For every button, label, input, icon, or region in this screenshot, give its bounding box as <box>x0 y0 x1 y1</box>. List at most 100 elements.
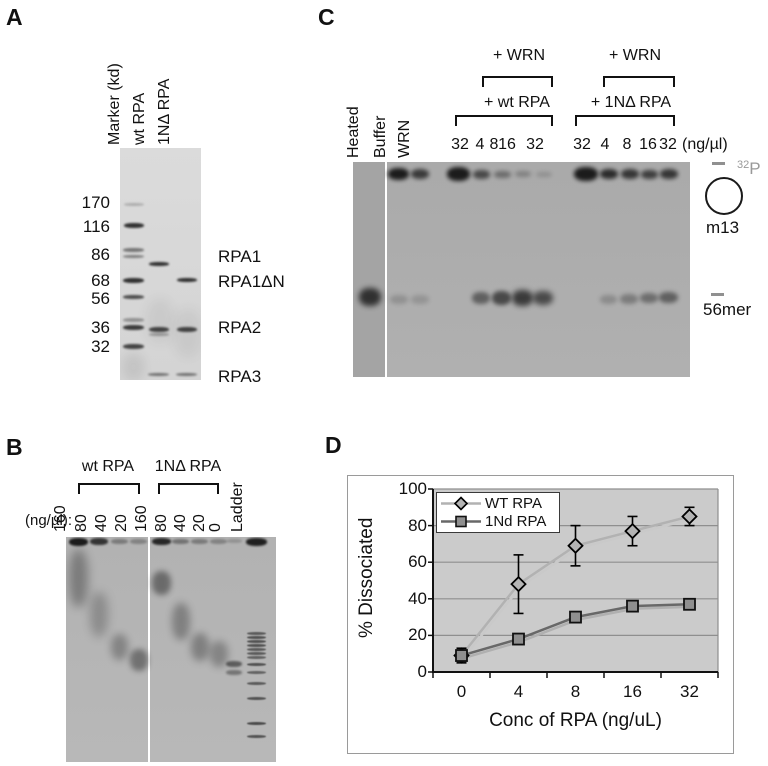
gel-band <box>130 649 148 671</box>
gel-band <box>149 327 169 332</box>
y-tick-label: 40 <box>408 588 427 608</box>
lane-label: 20 <box>113 514 130 532</box>
gel-band <box>152 538 171 545</box>
heated-lane-strip <box>353 162 385 377</box>
bracket-1nd-rpa-group2 <box>575 115 675 126</box>
gel-band <box>191 633 209 661</box>
m13-circle-icon <box>705 177 743 215</box>
marker-diamond <box>510 575 527 593</box>
lane-label: 40 <box>172 514 189 532</box>
gel-band <box>600 169 618 179</box>
gel-band <box>90 592 108 637</box>
gel-band <box>177 278 197 282</box>
panel-c-letter: C <box>318 4 335 30</box>
lane-label: 160 <box>133 505 150 532</box>
band-label: RPA1 <box>218 247 262 266</box>
m13-position-dash <box>712 162 725 165</box>
gel-band <box>247 722 266 725</box>
gel-band <box>210 539 227 544</box>
lane-label: 80 <box>153 514 170 532</box>
p32-letter: P <box>749 159 761 178</box>
gel-band <box>111 539 128 544</box>
gel-band <box>411 169 429 179</box>
y-tick-label: 100 <box>398 479 427 498</box>
concentration-value: 32 <box>526 136 544 153</box>
band-label: RPA1ΔN <box>218 272 285 291</box>
legend-marker-diamond <box>441 496 481 511</box>
concentration-value: 32 <box>573 136 591 153</box>
marker-square <box>512 632 525 646</box>
y-tick-label: 20 <box>408 625 427 645</box>
lane-label: Ladder <box>229 482 246 532</box>
gel-band <box>388 168 409 180</box>
y-tick-label: 80 <box>408 515 427 535</box>
lane-label: 20 <box>191 514 208 532</box>
mw-label: 68 <box>91 271 110 290</box>
gel-band <box>247 735 266 738</box>
gel-band <box>247 648 266 651</box>
gel-band <box>148 373 169 376</box>
chart-canvas <box>428 488 719 678</box>
marker-diamond <box>624 522 641 540</box>
gel-band <box>659 292 678 303</box>
x-tick-label: 4 <box>513 682 524 701</box>
gel-band <box>247 636 266 639</box>
gel-band <box>411 295 429 304</box>
bracket-wrn-group1 <box>482 76 553 87</box>
gel-band <box>191 539 208 544</box>
gel-band <box>90 538 108 545</box>
legend-label-wt-rpa: WT RPA <box>485 495 542 512</box>
gel-band <box>640 293 658 303</box>
gel-band <box>123 248 144 252</box>
marker-diamond <box>567 537 584 555</box>
gel-band <box>146 298 174 343</box>
gel-band <box>69 538 88 546</box>
concentration-value: 32 <box>451 136 469 153</box>
gel-band <box>621 169 639 179</box>
gel-band <box>492 291 511 305</box>
lane-label: wt RPA <box>131 92 148 145</box>
mw-label: 36 <box>91 318 110 337</box>
gel-band <box>173 308 201 358</box>
wrn-label-group1: + WRN <box>493 47 545 64</box>
lane-label: Heated <box>345 106 362 158</box>
lane-label: Marker (kd) <box>106 63 123 145</box>
gel-band <box>390 295 408 304</box>
gel-band <box>620 294 638 304</box>
mw-label: 86 <box>91 245 110 264</box>
marker-square <box>626 599 639 613</box>
panel-d-letter: D <box>325 432 342 458</box>
gel-band <box>149 333 169 336</box>
gel-band <box>533 291 553 305</box>
gel-band <box>123 295 144 299</box>
gel-band <box>660 169 678 179</box>
mw-label: 170 <box>81 193 110 212</box>
gel-band <box>473 170 490 179</box>
gel-band <box>494 171 511 178</box>
chart-legend: WT RPA 1Nd RPA <box>436 492 560 533</box>
concentration-value: 16 <box>639 136 657 153</box>
marker-square <box>683 597 696 611</box>
bracket-wt-rpa <box>78 483 140 494</box>
lane-label: 80 <box>73 514 90 532</box>
panel-b-letter: B <box>6 434 23 460</box>
x-tick-label: 0 <box>456 682 467 701</box>
concentration-unit-label: (ng/µl): <box>25 512 72 529</box>
gel-band <box>130 539 147 544</box>
group-label-wt-rpa: wt RPA <box>81 458 135 475</box>
gel-band <box>512 290 533 306</box>
gel-band <box>172 539 189 544</box>
wrn-label-group2: + WRN <box>609 47 661 64</box>
gel-band <box>247 644 266 647</box>
gel-band <box>641 170 658 179</box>
gel-band <box>69 549 88 607</box>
gel-band <box>447 167 470 181</box>
bracket-wrn-group2 <box>603 76 675 87</box>
y-axis-title: % Dissociated <box>356 517 377 638</box>
gel-band <box>574 167 598 181</box>
gel-band <box>177 327 197 332</box>
marker-square <box>569 610 582 624</box>
lane-label: 1NΔ RPA <box>156 78 173 145</box>
gel-band <box>124 223 144 228</box>
